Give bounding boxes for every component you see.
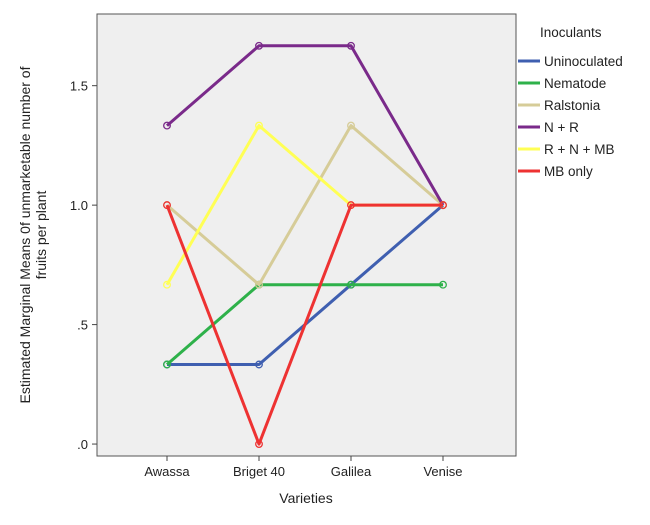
series-line <box>166 124 444 287</box>
legend-label: R + N + MB <box>544 142 615 157</box>
legend-label: Ralstonia <box>544 98 601 113</box>
x-axis-title: Varieties <box>279 490 332 506</box>
data-point <box>163 360 171 369</box>
series-line <box>166 44 445 206</box>
data-point <box>255 360 263 369</box>
data-point <box>347 41 355 50</box>
y-tick-label: 1.0 <box>70 198 88 213</box>
axis-layer: .0 .5 1.0 1.5 Awassa Briget 40 Galilea Venise <box>70 79 463 479</box>
y-axis-title: Estimated Marginal Means 0f unmarketable… <box>17 66 49 403</box>
y-tick-label: 1.5 <box>70 79 88 94</box>
x-tick-label: Galilea <box>331 464 372 479</box>
y-axis-title-line-2: fruits per plant <box>33 191 49 280</box>
data-point <box>347 201 355 210</box>
legend-label: MB only <box>544 164 593 179</box>
data-point <box>439 201 447 210</box>
data-point <box>255 41 263 50</box>
x-tick-label: Briget 40 <box>233 464 285 479</box>
data-point <box>163 201 171 210</box>
series-line <box>165 203 443 446</box>
legend-label: N + R <box>544 120 579 135</box>
y-axis-title-line-1: Estimated Marginal Means 0f unmarketable… <box>17 66 33 403</box>
data-point <box>347 280 355 289</box>
x-tick-label: Venise <box>423 464 462 479</box>
data-point <box>255 121 263 130</box>
legend-label: Nematode <box>544 76 606 91</box>
plot-area <box>96 13 517 457</box>
series-n-r <box>163 41 447 210</box>
series-mb-only <box>163 201 447 449</box>
legend: Inoculants Uninoculated Nematode Ralstonia… <box>518 25 623 179</box>
legend-title: Inoculants <box>540 25 602 40</box>
data-point <box>163 280 171 289</box>
y-tick-label: .0 <box>77 437 88 452</box>
series-layer <box>163 41 447 449</box>
legend-label: Uninoculated <box>544 54 623 69</box>
data-point <box>255 440 263 449</box>
data-point <box>439 280 447 289</box>
x-tick-label: Awassa <box>144 464 190 479</box>
data-point <box>347 121 355 130</box>
data-point <box>255 280 263 289</box>
data-point <box>163 121 171 130</box>
y-tick-label: .5 <box>77 318 88 333</box>
